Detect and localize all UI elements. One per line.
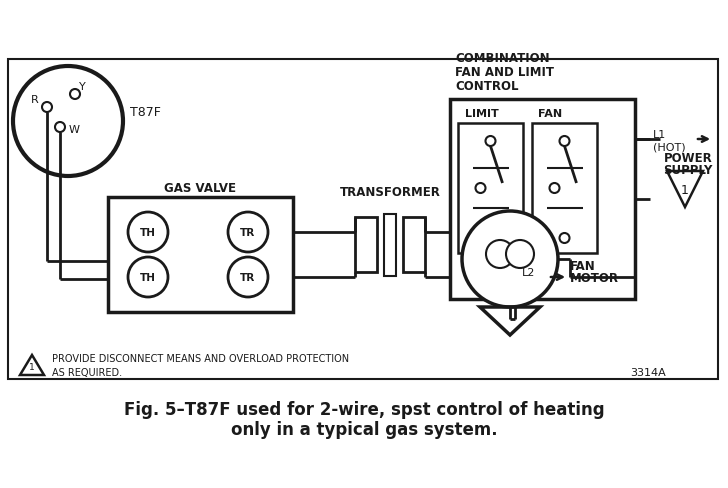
Text: Fig. 5–T87F used for 2-wire, spst control of heating: Fig. 5–T87F used for 2-wire, spst contro… <box>124 400 604 418</box>
Text: POWER: POWER <box>664 151 713 164</box>
Text: L1: L1 <box>653 130 666 140</box>
Circle shape <box>550 183 560 194</box>
Text: SUPPLY: SUPPLY <box>663 163 713 176</box>
Circle shape <box>486 241 514 268</box>
Text: COMBINATION: COMBINATION <box>455 51 550 64</box>
Text: 1: 1 <box>29 362 35 371</box>
Text: TR: TR <box>240 272 256 283</box>
Circle shape <box>128 213 168 252</box>
Text: FAN: FAN <box>570 259 596 272</box>
Text: PROVIDE DISCONNECT MEANS AND OVERLOAD PROTECTION: PROVIDE DISCONNECT MEANS AND OVERLOAD PR… <box>52 353 349 363</box>
Circle shape <box>560 137 569 147</box>
Text: Y: Y <box>79 82 86 92</box>
Text: LIMIT: LIMIT <box>465 109 499 119</box>
Circle shape <box>560 234 569 244</box>
Circle shape <box>55 123 65 133</box>
Circle shape <box>486 137 496 147</box>
Text: TH: TH <box>140 272 156 283</box>
Text: TR: TR <box>240 227 256 238</box>
Bar <box>458 124 523 253</box>
Text: R: R <box>31 95 39 105</box>
Circle shape <box>228 213 268 252</box>
Text: L2: L2 <box>522 267 535 278</box>
Text: AS REQUIRED.: AS REQUIRED. <box>52 367 122 377</box>
Text: T87F: T87F <box>130 105 161 118</box>
Text: 1: 1 <box>681 183 689 196</box>
Text: TRANSFORMER: TRANSFORMER <box>339 186 440 199</box>
Text: MOTOR: MOTOR <box>570 271 619 284</box>
Bar <box>532 124 597 253</box>
Text: TH: TH <box>140 227 156 238</box>
Text: GAS VALVE: GAS VALVE <box>165 181 237 194</box>
Circle shape <box>42 103 52 113</box>
Circle shape <box>462 212 558 307</box>
Bar <box>450 100 635 299</box>
Circle shape <box>486 234 496 244</box>
Text: FAN: FAN <box>538 109 562 119</box>
Text: CONTROL: CONTROL <box>455 80 518 92</box>
Bar <box>384 215 396 276</box>
Text: W: W <box>69 125 80 135</box>
Text: 3314A: 3314A <box>630 367 665 377</box>
Text: only in a typical gas system.: only in a typical gas system. <box>231 420 497 438</box>
Bar <box>8 60 718 379</box>
Text: FAN AND LIMIT: FAN AND LIMIT <box>455 65 554 79</box>
Bar <box>403 218 425 272</box>
Circle shape <box>70 90 80 100</box>
Circle shape <box>128 258 168 297</box>
Circle shape <box>13 67 123 177</box>
Bar <box>108 198 293 312</box>
Bar <box>355 218 377 272</box>
Circle shape <box>475 183 486 194</box>
Text: (HOT): (HOT) <box>653 142 686 153</box>
Circle shape <box>506 241 534 268</box>
Circle shape <box>228 258 268 297</box>
